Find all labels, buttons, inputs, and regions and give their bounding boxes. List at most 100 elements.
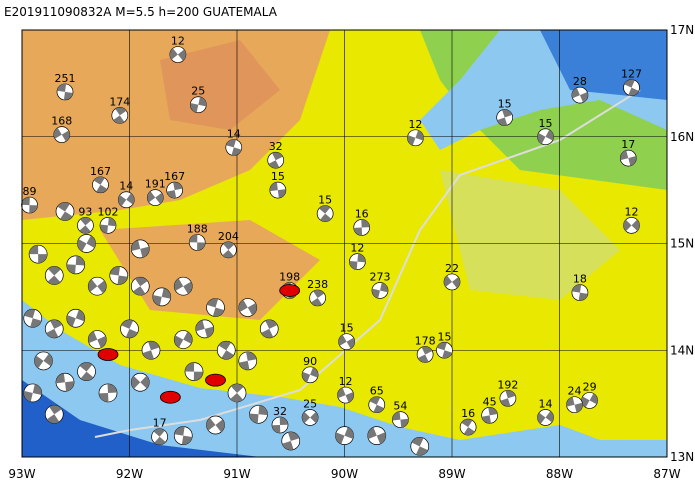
ball-lobe bbox=[566, 396, 583, 413]
ball-lobe bbox=[24, 309, 42, 328]
event bbox=[130, 276, 150, 296]
ball-lobe bbox=[444, 275, 460, 289]
ball-lobe bbox=[497, 109, 513, 126]
ball-lobe bbox=[268, 152, 283, 169]
event: 188 bbox=[187, 222, 208, 251]
depth-label: 12 bbox=[625, 205, 639, 218]
ball-lobe bbox=[335, 427, 354, 445]
ball-lobe bbox=[392, 411, 409, 428]
ball-lobe bbox=[174, 331, 193, 348]
depth-label: 15 bbox=[271, 170, 285, 183]
depth-label: 16 bbox=[355, 207, 369, 220]
main-ball bbox=[205, 373, 226, 387]
event: 17 bbox=[619, 138, 637, 167]
ball-lobe bbox=[88, 279, 107, 294]
ball-lobe bbox=[174, 426, 193, 445]
ball-lobe bbox=[461, 419, 475, 436]
depth-label: 12 bbox=[350, 242, 364, 255]
ball-lobe bbox=[34, 353, 53, 369]
ball-lobe bbox=[571, 87, 588, 103]
event bbox=[173, 276, 193, 296]
event bbox=[281, 431, 301, 451]
main-event bbox=[97, 348, 119, 361]
ball-lobe bbox=[249, 405, 268, 424]
event bbox=[238, 351, 258, 371]
depth-label: 14 bbox=[227, 127, 241, 140]
depth-label: 45 bbox=[483, 395, 497, 408]
ball-lobe bbox=[23, 384, 42, 402]
depth-label: 12 bbox=[408, 118, 422, 131]
event: 28 bbox=[571, 75, 589, 104]
event: 14 bbox=[117, 180, 135, 209]
ball-lobe bbox=[57, 202, 73, 221]
ball-lobe bbox=[66, 309, 85, 327]
event: 167 bbox=[90, 165, 111, 194]
ball-lobe bbox=[109, 266, 128, 285]
y-tick-label: 16N bbox=[670, 130, 694, 144]
ball-lobe bbox=[47, 266, 61, 285]
event bbox=[152, 287, 172, 307]
depth-label: 167 bbox=[164, 170, 185, 183]
title: E201911090832A M=5.5 h=200 GUATEMALA bbox=[4, 5, 278, 19]
event bbox=[206, 298, 225, 317]
ball-lobe bbox=[623, 219, 640, 232]
depth-label: 93 bbox=[78, 205, 92, 218]
ball-lobe bbox=[230, 383, 244, 402]
event: 273 bbox=[369, 270, 390, 299]
event: 15 bbox=[316, 194, 334, 222]
depth-label: 192 bbox=[497, 378, 518, 391]
event bbox=[130, 372, 150, 392]
ball-lobe bbox=[77, 235, 96, 252]
ball-lobe bbox=[407, 130, 424, 146]
event bbox=[44, 266, 64, 285]
main-event bbox=[205, 373, 226, 387]
event: 12 bbox=[349, 242, 366, 270]
event: 45 bbox=[481, 395, 498, 424]
event: 15 bbox=[436, 330, 453, 359]
ball-lobe bbox=[195, 320, 214, 338]
ball-lobe bbox=[222, 241, 235, 258]
event bbox=[34, 351, 53, 371]
ball-lobe bbox=[79, 362, 94, 381]
y-tick-label: 14N bbox=[670, 343, 694, 357]
depth-label: 14 bbox=[119, 180, 133, 193]
event: 15 bbox=[537, 117, 554, 146]
event: 15 bbox=[496, 98, 514, 126]
ball-lobe bbox=[581, 393, 598, 408]
ball-lobe bbox=[238, 351, 257, 370]
depth-label: 251 bbox=[55, 72, 76, 85]
ball-lobe bbox=[369, 396, 385, 413]
depth-label: 204 bbox=[218, 230, 239, 243]
event bbox=[173, 330, 193, 349]
ball-lobe bbox=[269, 182, 286, 199]
ball-lobe bbox=[537, 411, 554, 424]
event: 65 bbox=[368, 385, 386, 414]
event: 17 bbox=[151, 417, 168, 446]
ball-lobe bbox=[190, 96, 207, 113]
x-tick-label: 89W bbox=[438, 467, 465, 481]
ball-lobe bbox=[371, 282, 388, 299]
y-tick-label: 13N bbox=[670, 450, 694, 464]
ball-lobe bbox=[56, 373, 75, 392]
ball-lobe bbox=[337, 387, 354, 403]
main-ball bbox=[159, 390, 181, 404]
depth-label: 24 bbox=[568, 385, 582, 398]
ball-lobe bbox=[53, 127, 70, 142]
ball-lobe bbox=[572, 284, 588, 301]
event bbox=[55, 202, 75, 221]
x-tick-label: 87W bbox=[653, 467, 680, 481]
x-tick-label: 93W bbox=[8, 467, 35, 481]
ball-lobe bbox=[481, 407, 498, 424]
ball-lobe bbox=[93, 176, 108, 193]
depth-label: 238 bbox=[307, 278, 328, 291]
main-ball bbox=[97, 348, 119, 361]
event: 29 bbox=[581, 380, 598, 409]
ball-lobe bbox=[282, 431, 300, 450]
ball-lobe bbox=[226, 139, 242, 156]
event bbox=[141, 340, 161, 360]
depth-label: 16 bbox=[461, 407, 475, 420]
event bbox=[410, 436, 430, 456]
x-tick-label: 92W bbox=[116, 467, 143, 481]
event bbox=[77, 362, 96, 381]
depth-label: 54 bbox=[393, 400, 407, 413]
